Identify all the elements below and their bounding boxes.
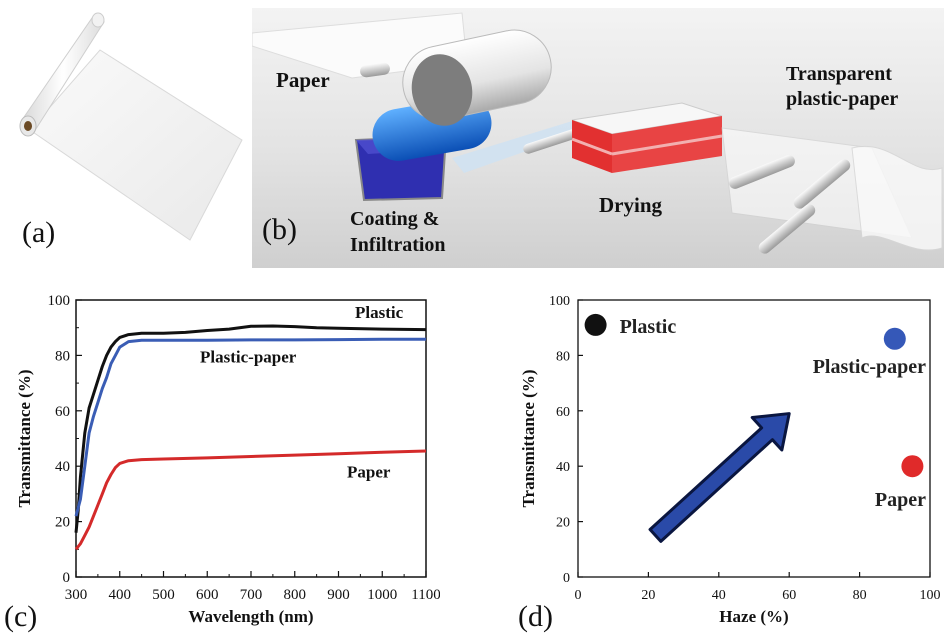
point-plastic [584,313,607,336]
trend-arrow-shape [648,412,791,543]
x-tick-label: 900 [327,587,350,603]
x-axis-title: Haze (%) [719,607,788,626]
transmittance-vs-haze-chart: 0 20 40 60 80 100 0 20 40 60 80 100 Plastic Plastic-p… [518,294,941,633]
panel-a: (a) [0,0,244,264]
series-line-paper [74,449,427,551]
x-tick-label: 700 [240,587,263,603]
y-tick-label: 100 [549,294,570,309]
x-tick-label: 300 [65,587,88,603]
panel-b: Paper Coating & Infiltration Drying Tran… [252,8,944,268]
series-line-plastic-paper [74,337,426,517]
transmittance-vs-wavelength-chart: 300 400 500 600 700 800 900 1000 1100 0 20 40 60 80 10… [4,293,440,633]
x-tick-label: 20 [641,588,655,603]
point-label-plastic: Plastic [620,316,677,338]
point-label-paper: Paper [875,489,926,511]
panel-a-label: (a) [22,216,56,249]
x-axis-title: Wavelength (nm) [188,607,313,626]
panel-b-label: (b) [262,213,297,246]
x-tick-label: 0 [575,588,582,603]
series-label-paper: Paper [347,462,391,481]
y-tick-label: 20 [55,515,70,531]
x-tick-label: 40 [712,588,726,603]
y-tick-label: 0 [63,570,71,586]
output-label-line1: Transparent [786,63,892,85]
y-tick-label: 100 [48,293,71,309]
x-tick-label: 800 [284,587,307,603]
point-label-plastic-paper: Plastic-paper [813,356,926,378]
coating-label-line1: Coating & [350,208,440,230]
x-tick-label: 600 [196,587,219,603]
plot-frame [577,299,931,578]
x-tick-label: 80 [853,588,867,603]
x-tick-label: 1100 [411,587,440,603]
y-tick-label: 20 [556,516,570,531]
panel-c-label: (c) [4,600,37,633]
series-label-plastic: Plastic [355,303,404,322]
series-label-plastic-paper: Plastic-paper [200,347,297,366]
paper-roll-photo [19,12,243,241]
series-line-plastic [74,324,427,533]
point-paper [901,455,924,478]
x-tick-label: 100 [920,588,941,603]
point-plastic-paper [883,327,906,350]
trend-arrow [648,412,791,543]
panel-d-label: (d) [518,600,553,633]
x-tick-label: 60 [782,588,796,603]
y-axis-title: Transmittance (%) [519,369,538,507]
y-tick-label: 60 [556,405,570,420]
y-tick-label: 80 [556,349,570,364]
y-axis-title: Transmittance (%) [15,369,34,507]
y-tick-label: 0 [563,571,570,586]
x-tick-label: 1000 [367,587,397,603]
y-tick-label: 60 [55,404,70,420]
paper-label: Paper [276,68,330,92]
coating-label-line2: Infiltration [350,234,446,256]
y-tick-label: 40 [55,459,70,475]
x-tick-label: 500 [152,587,175,603]
x-tick-label: 400 [109,587,132,603]
output-label-line2: plastic-paper [786,88,899,110]
y-tick-label: 80 [55,348,70,364]
roll-to-roll-process-diagram [252,12,943,254]
y-tick-label: 40 [556,460,570,475]
drying-label: Drying [599,193,662,217]
